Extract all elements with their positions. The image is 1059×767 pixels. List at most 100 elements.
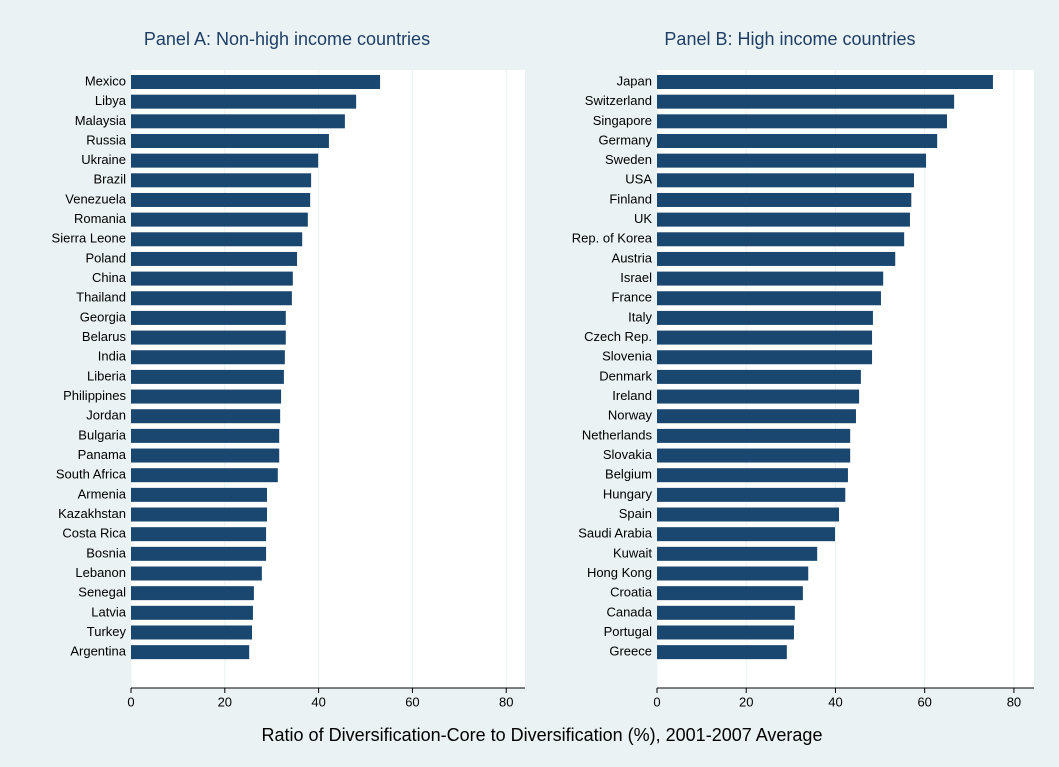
y-tick-label: Panama — [78, 447, 127, 462]
bar — [657, 330, 873, 345]
y-tick-label: Russia — [86, 132, 127, 147]
y-tick-label: China — [92, 270, 127, 285]
y-tick-label: Ireland — [612, 388, 652, 403]
y-tick-label: Greece — [609, 644, 652, 659]
bar — [657, 468, 848, 483]
bar — [657, 75, 993, 89]
x-axis-label: Ratio of Diversification-Core to Diversi… — [262, 725, 823, 745]
x-tick-label: 20 — [739, 694, 753, 709]
bar — [131, 153, 319, 168]
bar — [657, 114, 947, 129]
bar — [131, 251, 298, 266]
y-tick-label: Thailand — [76, 290, 126, 305]
y-tick-label: Mexico — [85, 73, 126, 88]
y-tick-label: Poland — [86, 250, 126, 265]
bar — [131, 527, 267, 542]
bar — [131, 291, 292, 306]
y-tick-label: Netherlands — [582, 427, 653, 442]
y-tick-label: Singapore — [593, 113, 652, 128]
y-tick-label: France — [612, 290, 652, 305]
y-tick-label: Canada — [606, 604, 652, 619]
bar — [657, 409, 856, 424]
bar — [131, 428, 280, 443]
x-tick-label: 80 — [499, 694, 513, 709]
y-tick-label: Latvia — [91, 604, 126, 619]
bar — [131, 645, 250, 660]
bar — [657, 271, 884, 286]
x-tick-label: 60 — [405, 694, 419, 709]
y-tick-label: UK — [634, 211, 652, 226]
bar — [131, 487, 268, 502]
bar — [131, 212, 308, 227]
bar — [131, 133, 329, 148]
y-tick-label: Philippines — [63, 388, 126, 403]
y-tick-label: Senegal — [78, 585, 126, 600]
x-tick-label: 20 — [218, 694, 232, 709]
bar — [657, 94, 955, 109]
y-tick-label: Saudi Arabia — [578, 526, 652, 541]
bar — [657, 527, 836, 542]
bar — [657, 291, 881, 306]
bar — [657, 605, 795, 620]
bar — [657, 586, 803, 601]
bar — [657, 153, 927, 168]
bar — [657, 507, 840, 522]
y-tick-label: Belarus — [82, 329, 127, 344]
y-tick-label: Denmark — [599, 368, 652, 383]
y-tick-label: South Africa — [56, 467, 127, 482]
bar — [131, 605, 253, 620]
x-tick-label: 0 — [653, 694, 660, 709]
y-tick-label: Bosnia — [86, 545, 127, 560]
y-tick-label: Costa Rica — [62, 526, 126, 541]
y-tick-label: Portugal — [604, 624, 653, 639]
x-tick-label: 40 — [311, 694, 325, 709]
bar — [657, 448, 851, 463]
y-tick-label: Armenia — [78, 486, 127, 501]
bar — [131, 369, 284, 384]
y-tick-label: Kuwait — [613, 545, 652, 560]
bar — [657, 566, 809, 581]
y-tick-label: Liberia — [87, 368, 127, 383]
y-tick-label: Italy — [628, 309, 652, 324]
y-tick-label: Belgium — [605, 467, 652, 482]
y-tick-label: Switzerland — [585, 93, 652, 108]
bar — [131, 75, 381, 89]
y-tick-label: Finland — [609, 191, 652, 206]
bar — [657, 173, 914, 188]
x-tick-label: 60 — [917, 694, 931, 709]
bar — [657, 645, 787, 660]
y-tick-label: Hong Kong — [587, 565, 652, 580]
x-tick-label: 40 — [828, 694, 842, 709]
y-tick-label: Sweden — [605, 152, 652, 167]
y-tick-label: Israel — [620, 270, 652, 285]
bar — [131, 94, 357, 109]
y-tick-label: Rep. of Korea — [572, 231, 653, 246]
bar — [131, 232, 303, 247]
y-tick-label: Czech Rep. — [584, 329, 652, 344]
y-tick-label: Sierra Leone — [52, 231, 126, 246]
bar — [131, 173, 312, 188]
bar — [657, 350, 873, 365]
bar — [131, 310, 286, 325]
y-tick-label: Venezuela — [65, 191, 126, 206]
y-tick-label: Georgia — [80, 309, 127, 324]
y-tick-label: Turkey — [87, 624, 127, 639]
bar — [131, 586, 254, 601]
bar — [657, 310, 873, 325]
bar — [131, 566, 262, 581]
y-tick-label: Japan — [617, 73, 652, 88]
bar — [657, 369, 861, 384]
bar — [131, 625, 253, 640]
bar — [657, 428, 851, 443]
bar — [131, 409, 281, 424]
y-tick-label: Germany — [599, 132, 653, 147]
y-tick-label: Spain — [619, 506, 652, 521]
y-tick-label: Lebanon — [75, 565, 126, 580]
panel-title: Panel A: Non-high income countries — [144, 29, 430, 49]
y-tick-label: Slovakia — [603, 447, 653, 462]
bar — [131, 350, 285, 365]
x-tick-label: 80 — [1007, 694, 1021, 709]
bar — [131, 546, 267, 561]
